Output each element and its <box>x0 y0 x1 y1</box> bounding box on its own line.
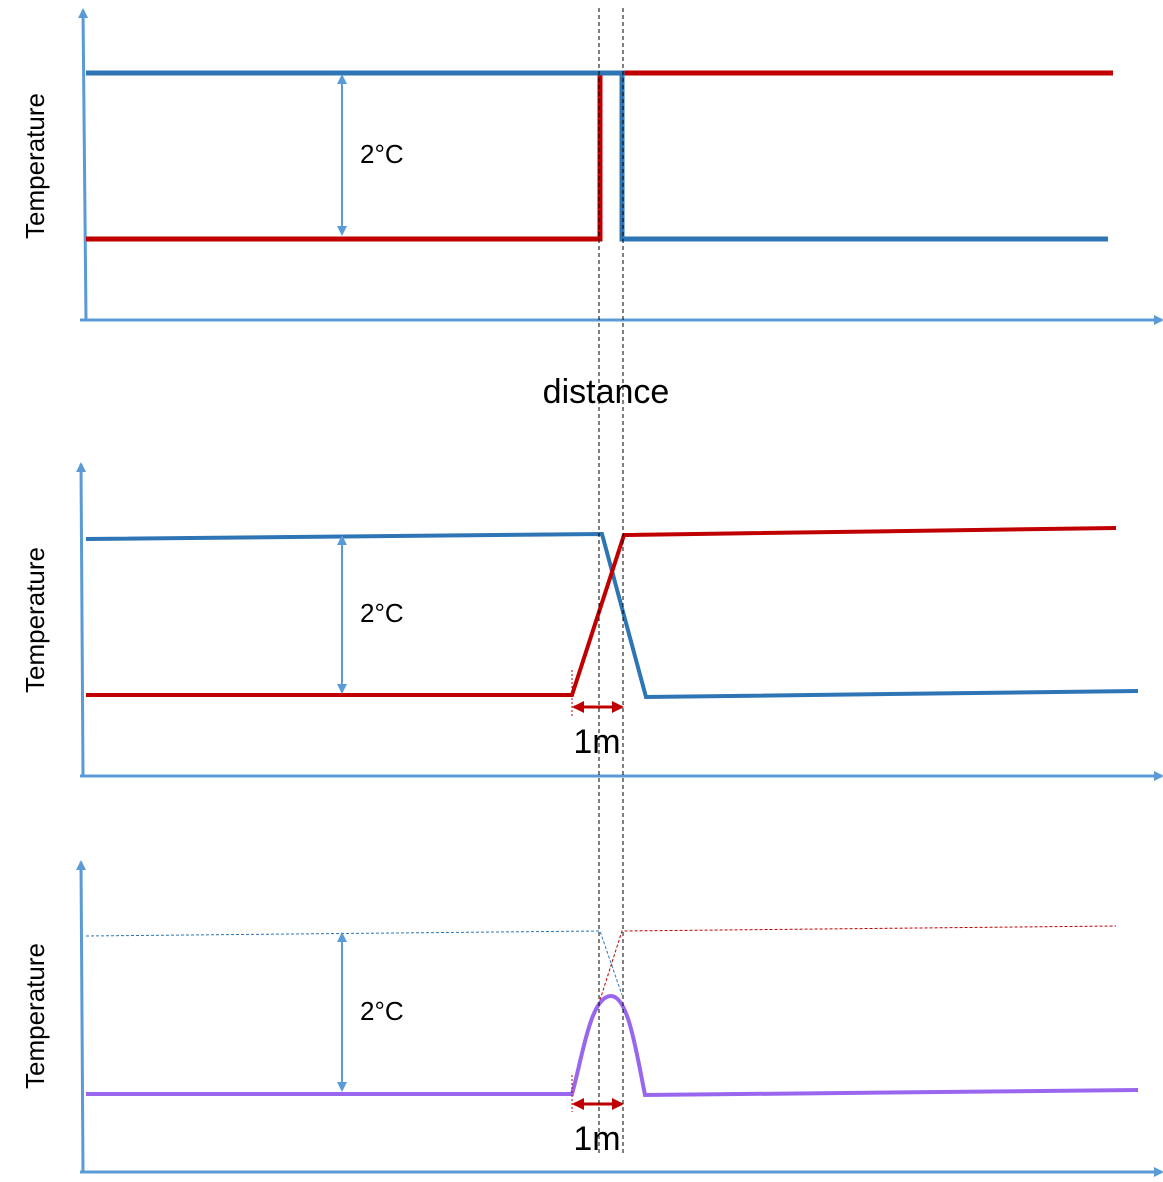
purple-peak-line <box>86 993 1139 1098</box>
y-axis-1 <box>78 8 89 321</box>
y-axis-3 <box>76 860 87 1173</box>
y-axis-2 <box>76 462 87 777</box>
difference-label-1: 2°C <box>360 139 404 169</box>
y-axis-label-3: Temperature <box>20 943 50 1089</box>
red-transition-line <box>86 526 1117 697</box>
red-step-line <box>86 70 1113 242</box>
panel-linear-transition: Temperature 2°C 1m <box>20 462 1163 781</box>
y-axis-label-2: Temperature <box>20 547 50 693</box>
difference-label-3: 2°C <box>360 996 404 1026</box>
width-label-3: 1m <box>573 1120 620 1158</box>
y-axis-label-1: Temperature <box>20 93 50 239</box>
panel-step: Temperature 2°C <box>20 8 1163 325</box>
red-reference-line <box>599 925 1117 1001</box>
blue-step-line <box>86 70 1108 242</box>
blue-transition-line <box>85 531 1139 700</box>
width-label-2: 1m <box>573 723 620 761</box>
difference-label-2: 2°C <box>360 598 404 628</box>
x-axis-label: distance <box>543 373 670 411</box>
panel-peak: Temperature 2°C 1m <box>20 860 1163 1177</box>
blue-reference-line <box>85 930 623 996</box>
